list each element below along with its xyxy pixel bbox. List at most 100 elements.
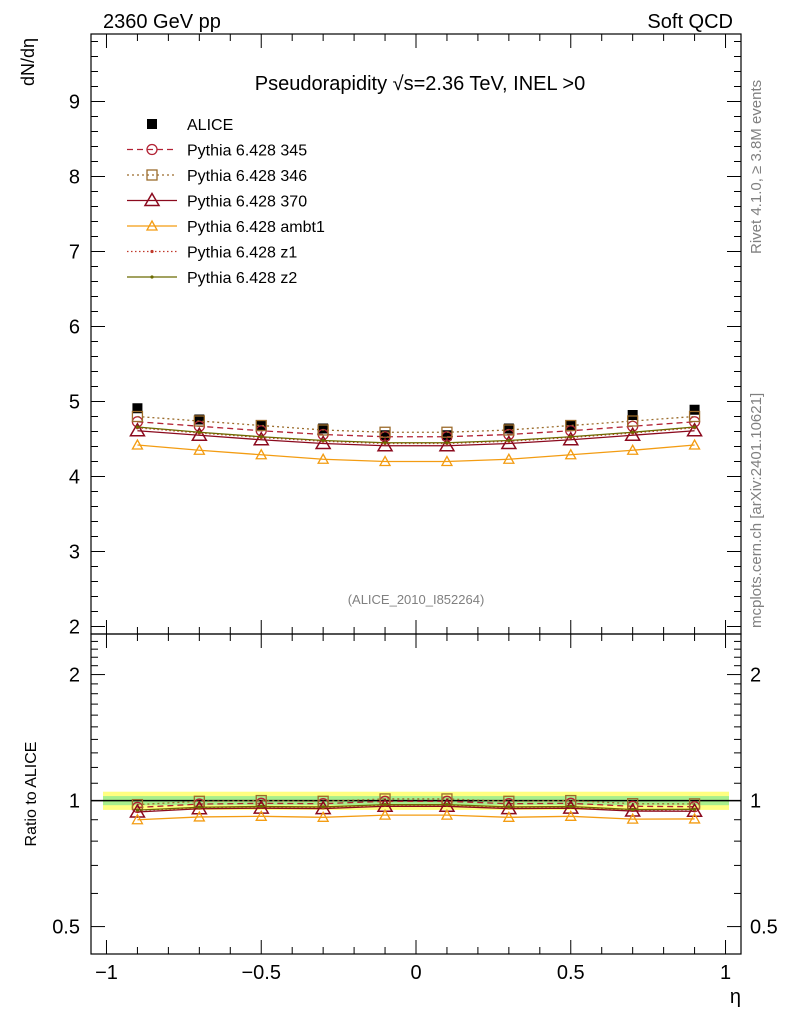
ratio-point-3-3 — [317, 810, 330, 822]
ratio-series-line-5 — [137, 803, 695, 811]
ratio-point-5-4 — [383, 803, 387, 807]
ratio-point-5-6 — [507, 805, 511, 809]
main-point-3-9 — [686, 422, 703, 437]
ratio-ytick-label-left: 1 — [69, 791, 80, 813]
ratio-ytick-label-left: 0.5 — [52, 917, 80, 939]
main-axis-ticks: 2 3 4 5 6 7 8 9 — [69, 34, 741, 639]
main-point-0-6 — [503, 423, 514, 434]
main-series-1 — [131, 416, 701, 443]
legend-marker-1 — [146, 143, 158, 156]
rivet-version-label: Rivet 4.1.0, ≥ 3.8M events — [748, 80, 765, 254]
main-point-2-9 — [688, 410, 701, 423]
main-point-0-9 — [689, 404, 700, 415]
main-series-6 — [135, 425, 697, 445]
ratio-axis-ticks: 0.5 0.5 1 1 2 2 −1 −0.5 0 0.5 1 — [52, 634, 778, 984]
ratio-ytick-label-left: 2 — [69, 665, 80, 687]
header-left: 2360 GeV pp — [103, 11, 221, 33]
ratio-series-group — [129, 793, 703, 825]
main-point-0-3 — [318, 423, 329, 434]
x-axis-label: η — [730, 986, 741, 1008]
main-point-3-7 — [562, 431, 580, 446]
main-point-3-2 — [252, 431, 270, 446]
legend-marker-4 — [145, 219, 159, 231]
main-point-6-2 — [259, 435, 263, 439]
ratio-point-3-5 — [440, 808, 454, 820]
main-point-3-6 — [500, 435, 518, 450]
main-point-6-1 — [197, 430, 201, 434]
main-point-3-1 — [191, 426, 208, 441]
ratio-point-2-0 — [129, 803, 146, 818]
main-ytick-label: 7 — [69, 242, 80, 264]
main-series-line-5 — [137, 427, 695, 445]
ratio-point-3-2 — [255, 809, 268, 821]
main-ytick-label: 4 — [69, 467, 80, 489]
ratio-ytick-label-right: 0.5 — [750, 917, 778, 939]
analysis-watermark: (ALICE_2010_I852264) — [348, 592, 485, 607]
legend-marker-0 — [147, 119, 157, 129]
main-point-4-1 — [193, 443, 206, 455]
main-point-4-8 — [626, 443, 639, 455]
legend-label-2: Pythia 6.428 346 — [187, 168, 307, 185]
legend-label-3: Pythia 6.428 370 — [187, 194, 307, 211]
main-point-2-0 — [131, 410, 144, 423]
ratio-xtick-label: −1 — [95, 962, 118, 984]
ratio-point-3-6 — [502, 810, 515, 822]
main-point-2-4 — [379, 426, 391, 438]
main-ytick-label: 9 — [69, 92, 80, 114]
main-point-6-6 — [507, 438, 511, 443]
main-series-4 — [131, 438, 701, 467]
main-ytick-label: 3 — [69, 542, 80, 564]
main-point-3-5 — [438, 437, 456, 452]
main-point-2-6 — [503, 424, 515, 436]
main-point-6-4 — [383, 441, 387, 445]
ratio-point-5-5 — [445, 803, 449, 807]
ratio-point-3-8 — [626, 812, 639, 824]
ratio-y-axis-label: Ratio to ALICE — [23, 742, 40, 847]
main-ytick-label: 5 — [69, 392, 80, 414]
legend: ALICE Pythia 6.428 345 Pythia 6.428 346 Pyt… — [127, 117, 325, 287]
ratio-xtick-label: −0.5 — [241, 962, 280, 984]
main-point-2-3 — [317, 424, 329, 436]
ratio-xtick-label: 0.5 — [557, 962, 585, 984]
main-point-2-8 — [627, 415, 639, 427]
main-point-0-5 — [441, 430, 452, 441]
main-point-6-0 — [135, 425, 140, 429]
main-point-3-0 — [129, 422, 146, 437]
main-point-6-5 — [445, 441, 449, 445]
ratio-series-3 — [131, 808, 701, 825]
main-point-4-9 — [688, 438, 701, 450]
main-point-4-7 — [564, 448, 577, 460]
main-series-line-6 — [137, 426, 695, 444]
y-axis-label: dN/dη — [18, 38, 38, 86]
ratio-point-5-7 — [569, 804, 573, 809]
ratio-series-line-3 — [137, 814, 695, 821]
ratio-xtick-label: 1 — [720, 962, 731, 984]
ratio-point-3-9 — [688, 812, 701, 824]
main-ytick-label: 2 — [69, 617, 80, 639]
main-point-4-3 — [317, 452, 330, 464]
ratio-series-line-0 — [137, 800, 695, 809]
main-point-4-2 — [255, 448, 268, 460]
main-point-2-7 — [565, 419, 577, 432]
main-panel: 2 3 4 5 6 7 8 9 Pseudorapidity √s=2.36 TeV, INE… — [18, 33, 742, 639]
header-right: Soft QCD — [647, 11, 733, 33]
main-point-2-2 — [255, 419, 267, 432]
main-point-0-8 — [627, 410, 638, 420]
chart-title: Pseudorapidity √s=2.36 TeV, INEL >0 — [255, 73, 585, 95]
ratio-point-5-9 — [692, 807, 697, 811]
legend-label-0: ALICE — [187, 117, 233, 134]
ratio-point-3-7 — [564, 809, 577, 821]
ratio-point-5-2 — [259, 804, 263, 809]
ratio-point-5-1 — [197, 805, 201, 809]
main-point-6-9 — [692, 425, 697, 429]
main-point-2-5 — [441, 426, 453, 438]
ratio-point-5-8 — [631, 807, 635, 812]
main-point-6-3 — [321, 438, 325, 443]
main-series-line-4 — [137, 444, 695, 463]
legend-marker-3 — [143, 192, 161, 207]
ratio-point-2-9 — [686, 802, 703, 817]
main-point-6-8 — [631, 430, 635, 434]
main-point-6-7 — [569, 435, 573, 439]
main-ytick-label: 8 — [69, 167, 80, 189]
